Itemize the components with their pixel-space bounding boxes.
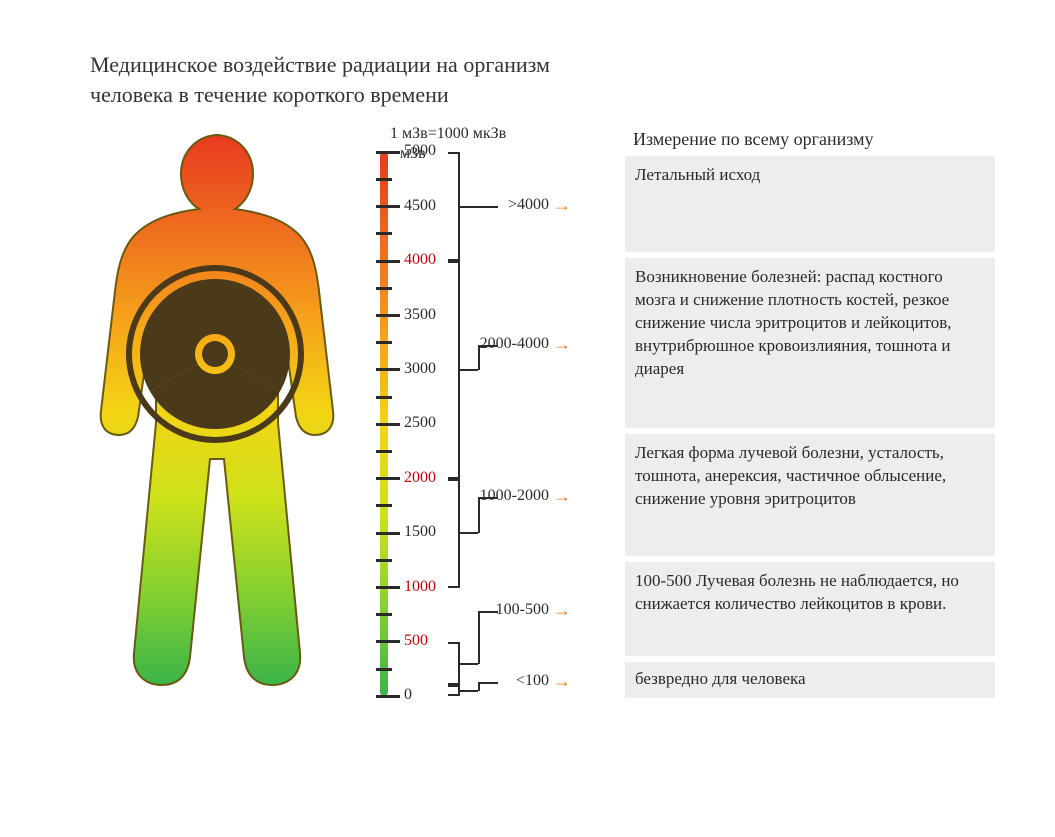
scale-tick-label: 1500 bbox=[404, 523, 436, 541]
range-value: 2000-4000 bbox=[480, 335, 549, 353]
human-silhouette bbox=[80, 129, 350, 719]
bracket-leader bbox=[478, 682, 498, 684]
arrow-icon: → bbox=[553, 196, 571, 214]
arrow-icon: → bbox=[553, 672, 571, 690]
page-title: Медицинское воздействие радиации на орга… bbox=[90, 50, 610, 109]
info-column: Измерение по всему организму Летальный и… bbox=[625, 129, 995, 704]
range-value: 100-500 bbox=[496, 601, 549, 619]
scale-tick bbox=[376, 532, 400, 535]
radiation-icon bbox=[129, 268, 301, 440]
bracket-leader bbox=[478, 497, 498, 499]
arrow-icon: → bbox=[553, 335, 571, 353]
scale-tick bbox=[376, 314, 400, 317]
range-label: 100-500→ bbox=[496, 601, 571, 619]
scale-tick-label: 2500 bbox=[404, 414, 436, 432]
scale-tick bbox=[376, 423, 400, 426]
range-value: 1000-2000 bbox=[480, 487, 549, 505]
scale-tick bbox=[376, 504, 392, 507]
bracket-leader bbox=[460, 690, 478, 692]
scale-tick-label: 500 bbox=[404, 632, 428, 650]
range-label: 1000-2000→ bbox=[480, 487, 571, 505]
bracket-leader bbox=[460, 532, 478, 534]
scale-tick bbox=[376, 178, 392, 181]
info-box: Летальный исход bbox=[625, 156, 995, 252]
unit-conversion: 1 мЗв=1000 мкЗв bbox=[390, 125, 506, 143]
info-box: 100-500 Лучевая болезнь не наблюдается, … bbox=[625, 562, 995, 656]
range-value: <100 bbox=[516, 672, 549, 690]
bracket-leader bbox=[460, 663, 478, 665]
bracket-connector bbox=[478, 498, 480, 533]
scale-tick-label: 3500 bbox=[404, 306, 436, 324]
scale-tick bbox=[376, 260, 400, 263]
info-box: Возникновение болезней: распад костного … bbox=[625, 258, 995, 428]
bracket-connector bbox=[478, 612, 480, 663]
scale-tick bbox=[376, 151, 400, 154]
bracket-connector bbox=[478, 683, 480, 691]
bracket-leader bbox=[478, 611, 498, 613]
scale-tick bbox=[376, 668, 392, 671]
scale-tick-label: 4500 bbox=[404, 197, 436, 215]
scale-tick bbox=[376, 368, 400, 371]
scale-tick bbox=[376, 287, 392, 290]
scale-tick bbox=[376, 232, 392, 235]
info-header: Измерение по всему организму bbox=[625, 129, 995, 150]
range-label: 2000-4000→ bbox=[480, 335, 571, 353]
scale-tick-label: 4000 bbox=[404, 251, 436, 269]
scale-tick bbox=[376, 640, 400, 643]
scale-tick-label: 5000 bbox=[404, 142, 436, 160]
info-box: безвредно для человека bbox=[625, 662, 995, 698]
scale-tick bbox=[376, 613, 392, 616]
scale-tick bbox=[376, 586, 400, 589]
human-svg bbox=[80, 129, 350, 719]
scale-tick bbox=[376, 477, 400, 480]
bracket-connector bbox=[478, 346, 480, 370]
scale-tick-label: 2000 bbox=[404, 469, 436, 487]
scale-tick bbox=[376, 695, 400, 698]
scale-tick bbox=[376, 341, 392, 344]
range-label: >4000→ bbox=[508, 196, 571, 214]
scale-tick bbox=[376, 396, 392, 399]
range-value: >4000 bbox=[508, 196, 549, 214]
arrow-icon: → bbox=[553, 487, 571, 505]
bracket-leader bbox=[460, 369, 478, 371]
bracket-leader bbox=[460, 206, 498, 208]
info-box: Легкая форма лучевой болезни, усталость,… bbox=[625, 434, 995, 556]
scale-tick bbox=[376, 205, 400, 208]
range-label: <100→ bbox=[516, 672, 571, 690]
scale-tick-label: 3000 bbox=[404, 360, 436, 378]
arrow-icon: → bbox=[553, 601, 571, 619]
scale-tick bbox=[376, 559, 392, 562]
bracket-leader bbox=[478, 345, 498, 347]
scale-tick-label: 1000 bbox=[404, 578, 436, 596]
diagram-area: 1 мЗв=1000 мкЗв мЗв 50004500400035003000… bbox=[50, 129, 1005, 739]
scale-tick bbox=[376, 450, 392, 453]
scale-tick-label: 0 bbox=[404, 686, 412, 704]
